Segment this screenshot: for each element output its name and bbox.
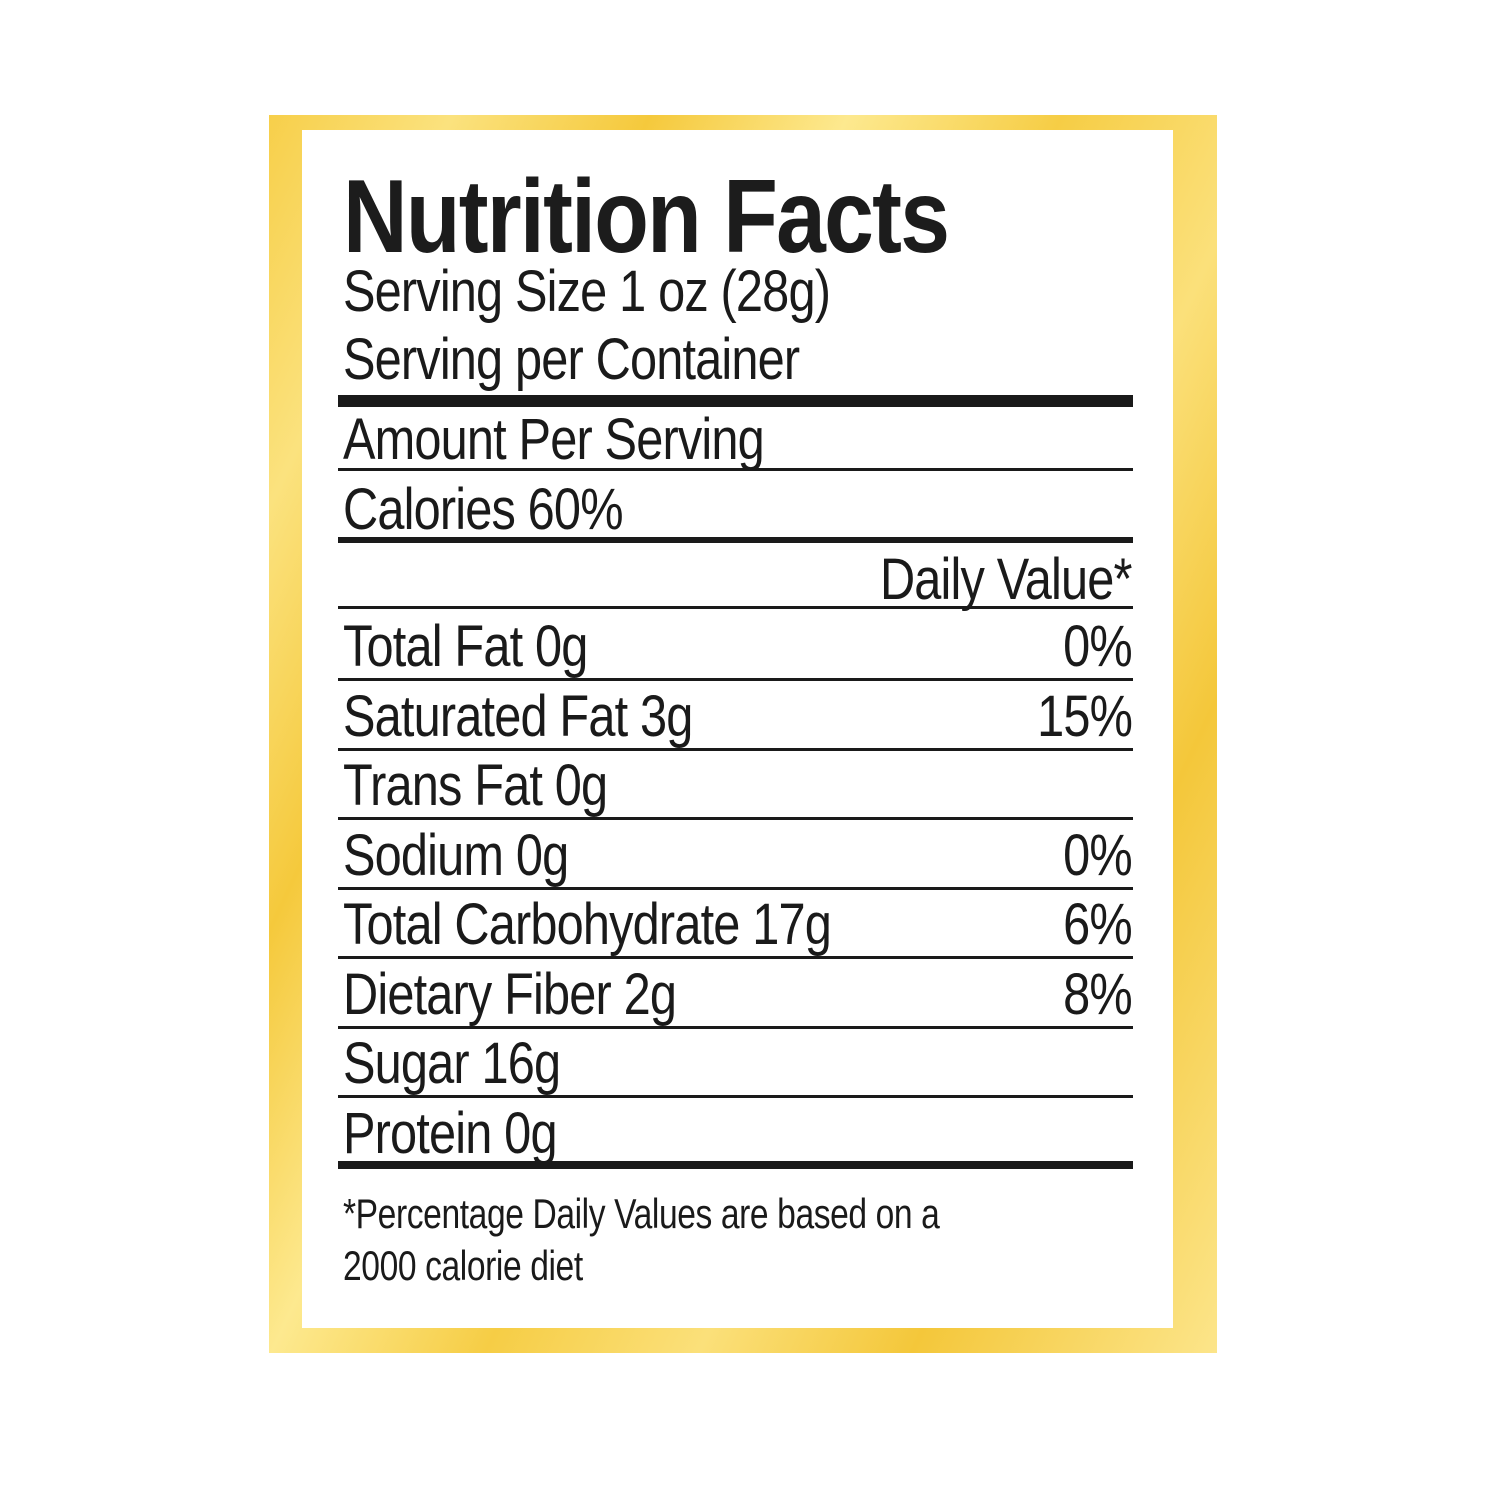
nutrient-name: Sodium 0g — [343, 822, 569, 888]
nutrient-name: Total Fat 0g — [343, 614, 588, 679]
footnote-line-1: *Percentage Daily Values are based on a — [343, 1190, 940, 1237]
thick-divider — [338, 395, 1133, 407]
nutrient-name: Saturated Fat 3g — [343, 683, 693, 749]
divider — [338, 886, 1133, 890]
divider — [338, 1095, 1133, 1098]
nutrient-daily-value: 6% — [1063, 892, 1133, 957]
calories: Calories 60% — [343, 477, 624, 542]
label-panel — [302, 130, 1173, 1328]
nutrient-name: Trans Fat 0g — [343, 753, 608, 818]
nutrient-daily-value: 0% — [1063, 614, 1133, 679]
nutrient-name: Dietary Fiber 2g — [343, 961, 677, 1027]
nutrient-name: Protein 0g — [343, 1100, 558, 1166]
nutrient-daily-value: 8% — [1063, 961, 1133, 1027]
servings-per-container: Serving per Container — [343, 327, 800, 392]
divider — [338, 956, 1133, 959]
footnote-line-2: 2000 calorie diet — [343, 1242, 583, 1289]
nutrient-daily-value: 0% — [1063, 822, 1133, 888]
nutrient-daily-value: 15% — [1037, 683, 1133, 749]
divider — [338, 1025, 1133, 1029]
divider — [338, 606, 1133, 609]
daily-value-header: Daily Value* — [880, 547, 1133, 612]
divider — [338, 468, 1133, 471]
serving-size: Serving Size 1 oz (28g) — [343, 259, 831, 324]
medium-divider — [338, 537, 1133, 543]
amount-per-serving: Amount Per Serving — [343, 407, 765, 472]
nutrient-name: Total Carbohydrate 17g — [343, 892, 832, 957]
label-title: Nutrition Facts — [343, 159, 950, 275]
divider — [338, 678, 1133, 681]
thick-divider — [338, 1161, 1133, 1169]
divider — [338, 817, 1133, 820]
divider — [338, 747, 1133, 751]
nutrient-name: Sugar 16g — [343, 1031, 561, 1096]
